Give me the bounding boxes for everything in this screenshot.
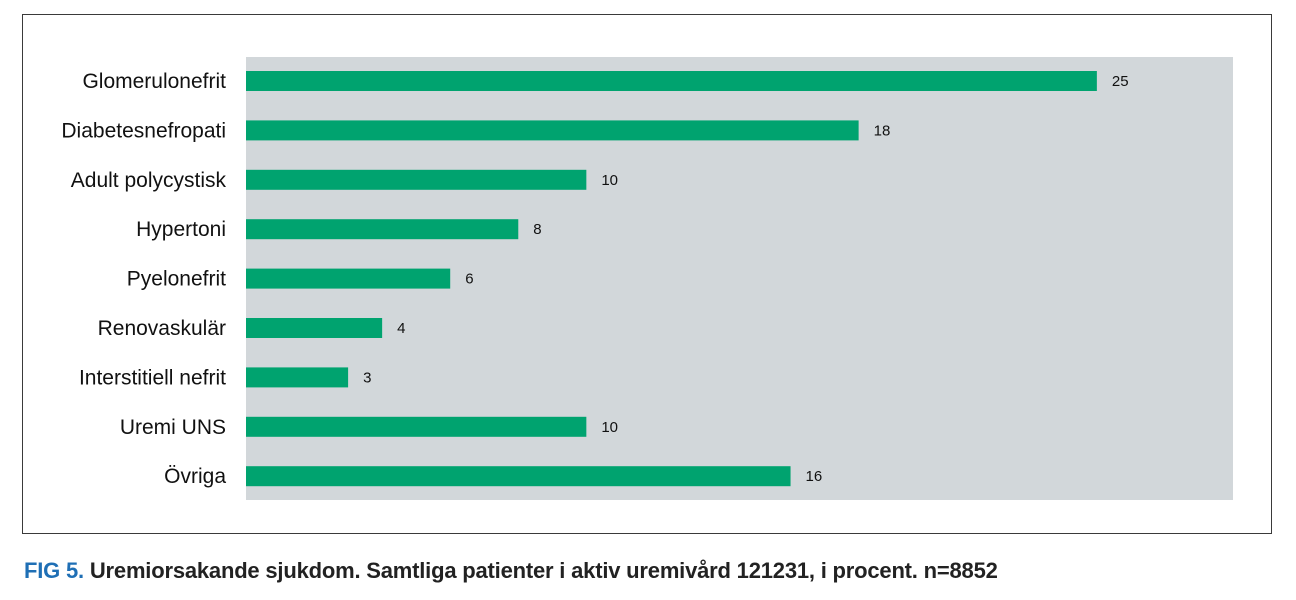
bar-renovaskular — [246, 318, 383, 338]
value-label-interstitiell-nefrit: 3 — [363, 369, 371, 386]
figure-caption: FIG 5. Uremiorsakande sjukdom. Samtliga … — [24, 558, 998, 584]
value-label-ovriga: 16 — [806, 468, 823, 485]
category-label-pyelonefrit: Pyelonefrit — [127, 268, 226, 291]
value-label-glomerulonefrit: 25 — [1112, 73, 1129, 90]
bar-uremi-uns — [246, 416, 587, 437]
category-label-adult-polycystisk: Adult polycystisk — [71, 169, 227, 192]
bar-diabetesnefropati — [246, 120, 859, 141]
bars-layer: Glomerulonefrit 25 Diabetesnefropati 18 Adul… — [61, 70, 1128, 488]
bar-pyelonefrit — [246, 268, 451, 289]
category-label-hypertoni: Hypertoni — [136, 218, 226, 241]
figure-label: FIG 5. — [24, 558, 84, 583]
figure-caption-text: Uremiorsakande sjukdom. Samtliga patient… — [89, 558, 998, 583]
value-label-uremi-uns: 10 — [601, 419, 618, 436]
value-label-pyelonefrit: 6 — [465, 271, 473, 288]
value-label-hypertoni: 8 — [533, 221, 541, 238]
value-label-adult-polycystisk: 10 — [601, 172, 618, 189]
category-label-diabetesnefropati: Diabetesnefropati — [61, 119, 226, 142]
category-label-glomerulonefrit: Glomerulonefrit — [82, 70, 226, 93]
bar-adult-polycystisk — [246, 169, 587, 190]
category-label-renovaskular: Renovaskulär — [98, 317, 226, 340]
value-label-renovaskular: 4 — [397, 320, 405, 337]
value-label-diabetesnefropati: 18 — [874, 122, 891, 139]
bar-glomerulonefrit — [246, 71, 1097, 91]
category-label-uremi-uns: Uremi UNS — [120, 416, 226, 439]
bar-chart: Glomerulonefrit 25 Diabetesnefropati 18 Adul… — [61, 57, 1233, 500]
bar-interstitiell-nefrit — [246, 367, 349, 388]
category-label-ovriga: Övriga — [164, 465, 226, 488]
bar-ovriga — [246, 466, 791, 487]
bar-hypertoni — [246, 219, 519, 240]
category-label-interstitiell-nefrit: Interstitiell nefrit — [79, 366, 226, 389]
